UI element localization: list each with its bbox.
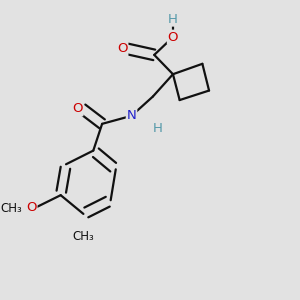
Text: H: H: [153, 122, 163, 135]
Text: O: O: [26, 201, 37, 214]
Text: O: O: [72, 103, 83, 116]
Text: N: N: [127, 109, 136, 122]
Text: H: H: [168, 13, 178, 26]
Text: CH₃: CH₃: [0, 202, 22, 215]
Text: O: O: [117, 42, 128, 56]
Text: CH₃: CH₃: [73, 230, 94, 243]
Text: O: O: [168, 31, 178, 44]
